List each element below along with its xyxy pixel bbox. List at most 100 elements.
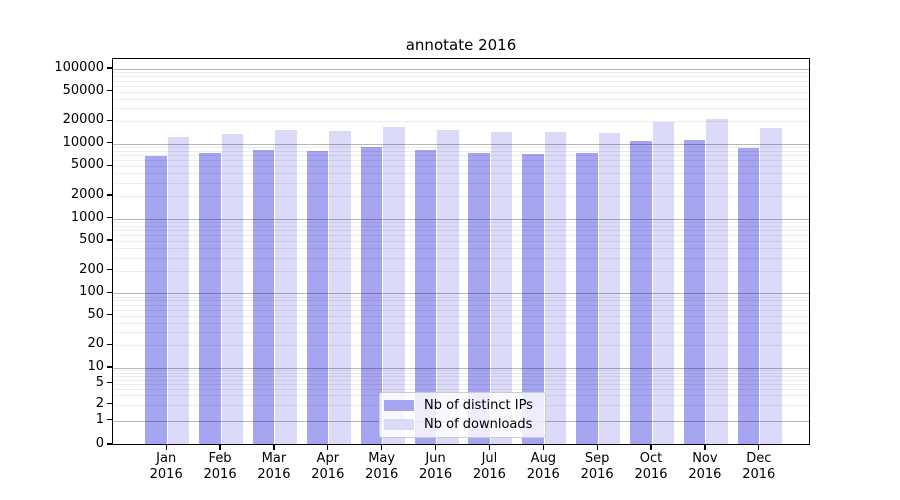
major-gridline [113, 143, 809, 145]
month-label: May [368, 451, 396, 466]
bar-distinct-ips-jun [414, 150, 437, 444]
x-tick-label-may: May 2016 [350, 451, 414, 483]
minor-gridline [113, 108, 809, 110]
bar-distinct-ips-jan [145, 156, 167, 444]
legend-swatch-distinct-ips [384, 400, 414, 411]
y-tick-mark [107, 269, 112, 271]
bar-downloads-sep [598, 133, 621, 444]
y-tick-mark [107, 119, 112, 121]
bar-downloads-feb [221, 134, 244, 444]
minor-gridline [113, 270, 809, 272]
x-tick-mark [381, 445, 383, 450]
bar-distinct-ips-feb [199, 153, 221, 444]
month-label: Nov [692, 451, 718, 466]
x-tick-label-jun: Jun 2016 [404, 451, 468, 483]
bar-downloads-oct [652, 121, 675, 444]
x-tick-mark [488, 445, 491, 450]
x-tick-mark [542, 445, 544, 450]
bar-distinct-ips-nov [683, 140, 706, 444]
minor-gridline [113, 150, 809, 152]
year-label: 2016 [526, 467, 560, 482]
y-tick-label: 200 [79, 261, 104, 277]
y-tick-label: 100 [79, 284, 104, 300]
minor-gridline [113, 304, 809, 306]
legend-label-downloads: Nb of downloads [424, 417, 533, 432]
y-tick-label: 2000 [70, 186, 104, 202]
month-label: Jun [425, 451, 446, 466]
month-label: Dec [746, 451, 772, 466]
minor-gridline [113, 322, 809, 324]
major-gridline [113, 69, 809, 70]
x-tick-mark [219, 445, 221, 450]
legend: Nb of distinct IPs Nb of downloads [379, 392, 546, 438]
minor-gridline [113, 225, 809, 227]
x-tick-label-mar: Mar 2016 [242, 451, 306, 483]
y-tick-mark [107, 366, 112, 368]
minor-gridline [113, 98, 809, 100]
minor-gridline [113, 155, 809, 157]
month-label: Feb [208, 451, 232, 466]
legend-item-downloads: Nb of downloads [380, 416, 545, 434]
y-tick-label: 20 [87, 336, 104, 352]
x-tick-label-apr: Apr 2016 [296, 451, 360, 483]
x-tick-label-oct: Oct 2016 [619, 451, 683, 483]
month-label: Mar [261, 451, 287, 466]
x-tick-mark [758, 445, 760, 450]
plot-area [112, 58, 810, 445]
minor-gridline [113, 388, 809, 390]
y-tick-label: 10 [87, 359, 104, 374]
y-tick-mark [107, 291, 112, 293]
minor-gridline [113, 379, 809, 381]
y-tick-label: 50 [87, 306, 104, 322]
year-label: 2016 [472, 467, 506, 482]
bar-distinct-ips-oct [630, 140, 652, 444]
x-tick-mark [704, 445, 706, 450]
minor-gridline [113, 195, 809, 197]
x-tick-label-nov: Nov 2016 [673, 451, 737, 483]
y-tick-mark [107, 194, 112, 196]
x-tick-mark [327, 445, 329, 450]
year-label: 2016 [688, 467, 722, 482]
y-tick-mark [107, 164, 112, 166]
y-tick-mark [107, 89, 112, 92]
y-tick-mark [107, 418, 112, 421]
minor-gridline [113, 332, 809, 334]
year-label: 2016 [203, 467, 237, 482]
legend-label-distinct-ips: Nb of distinct IPs [424, 398, 533, 413]
y-tick-label: 5 [95, 374, 104, 390]
bar-downloads-jun [437, 130, 459, 444]
y-tick-label: 0 [95, 436, 104, 451]
minor-gridline [113, 370, 809, 372]
y-tick-mark [107, 443, 112, 445]
bar-distinct-ips-mar [252, 149, 275, 444]
y-tick-label: 100000 [54, 60, 104, 75]
year-label: 2016 [419, 467, 453, 482]
legend-swatch-downloads [384, 419, 414, 430]
minor-gridline [113, 345, 809, 347]
bar-downloads-aug [544, 131, 567, 444]
minor-gridline [113, 235, 809, 237]
y-tick-label: 10000 [62, 134, 104, 150]
legend-item-distinct-ips: Nb of distinct IPs [380, 397, 545, 415]
minor-gridline [113, 91, 809, 93]
y-tick-label: 2 [95, 395, 104, 411]
x-tick-mark [650, 445, 652, 450]
x-tick-mark [273, 445, 275, 450]
minor-gridline [113, 300, 809, 302]
minor-gridline [113, 160, 809, 162]
x-tick-label-aug: Aug 2016 [511, 451, 575, 483]
bar-distinct-ips-dec [737, 148, 760, 444]
bar-distinct-ips-jul [468, 152, 490, 444]
bar-distinct-ips-aug [522, 153, 544, 444]
month-label: Apr [316, 451, 340, 466]
minor-gridline [113, 182, 809, 184]
major-gridline [113, 368, 809, 369]
minor-gridline [113, 373, 809, 375]
major-gridline [113, 218, 809, 220]
bar-downloads-may [383, 126, 405, 444]
minor-gridline [113, 80, 809, 82]
month-label: Jul [481, 451, 498, 466]
minor-gridline [113, 257, 809, 259]
y-tick-label: 50000 [62, 82, 104, 98]
y-tick-label: 1 [95, 411, 104, 427]
